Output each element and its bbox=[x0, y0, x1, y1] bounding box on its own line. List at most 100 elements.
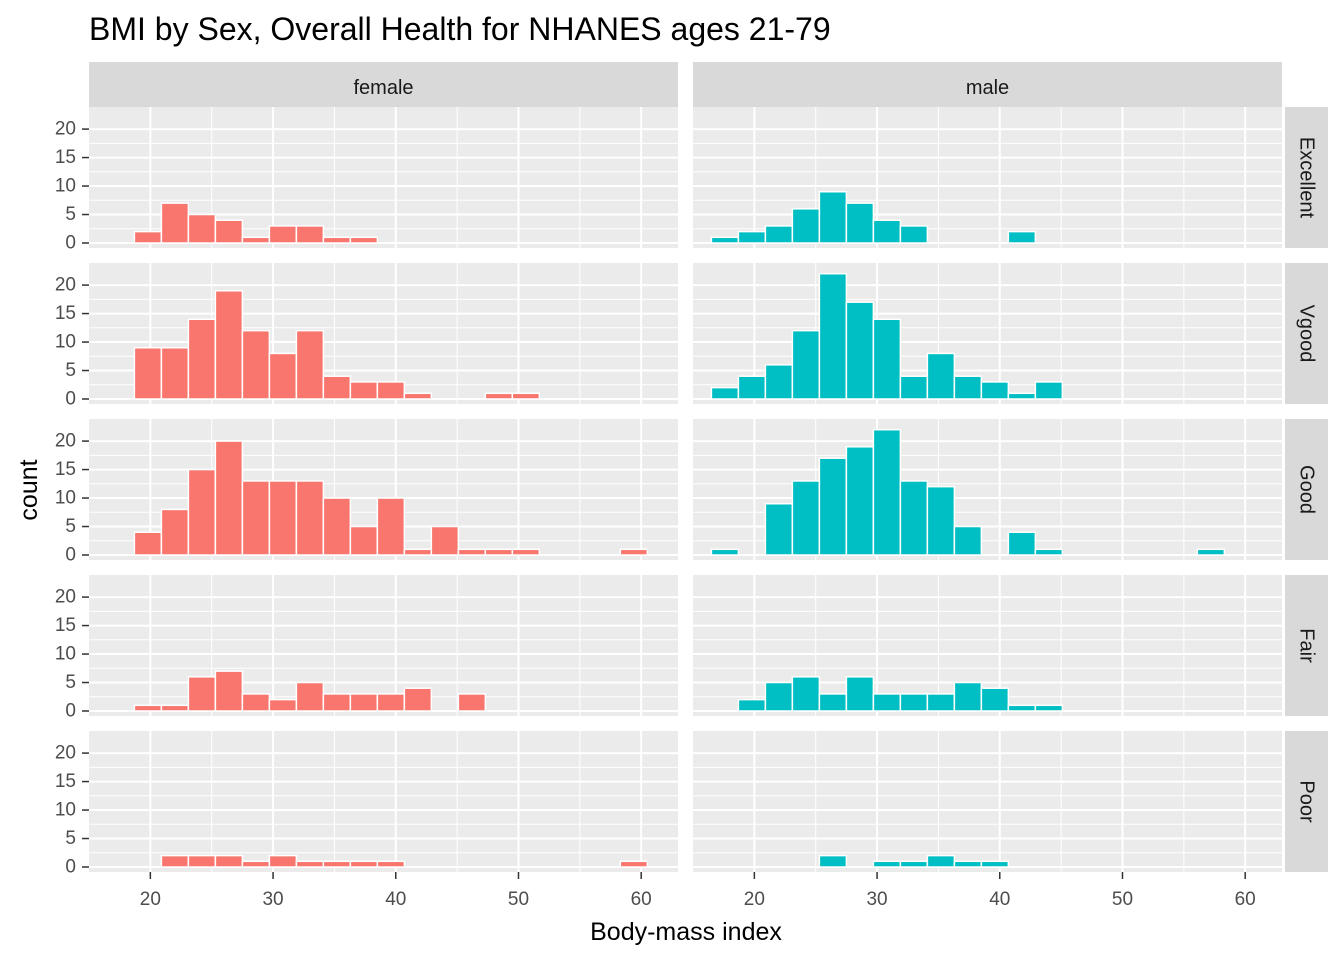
bar-female-excellent bbox=[241, 236, 271, 244]
bar-male-fair bbox=[899, 693, 929, 712]
y-tick-label: 15 bbox=[55, 147, 76, 168]
bar-female-good bbox=[511, 548, 541, 556]
y-tick-label: 10 bbox=[55, 800, 76, 821]
x-tick-label: 20 bbox=[140, 889, 161, 910]
bar-male-poor bbox=[953, 860, 983, 868]
strip-label-female: female bbox=[353, 77, 413, 99]
bar-female-vgood bbox=[268, 352, 298, 400]
y-tick-label: 0 bbox=[65, 701, 76, 722]
strip-label-fair: Fair bbox=[1296, 628, 1318, 663]
strip-label-good: Good bbox=[1296, 465, 1318, 514]
bar-female-good bbox=[403, 548, 433, 556]
strip-poor bbox=[1285, 731, 1328, 872]
bar-female-poor bbox=[619, 860, 649, 868]
bar-female-good bbox=[430, 525, 460, 556]
bar-male-fair bbox=[818, 693, 848, 712]
strip-female bbox=[89, 62, 678, 107]
bar-male-good bbox=[818, 457, 848, 556]
bar-male-good bbox=[791, 480, 821, 556]
bar-female-excellent bbox=[133, 230, 163, 244]
bar-female-poor bbox=[160, 854, 190, 868]
y-tick-label: 5 bbox=[65, 672, 76, 693]
bar-male-vgood bbox=[899, 375, 929, 400]
y-tick-label: 20 bbox=[55, 119, 76, 140]
bar-male-excellent bbox=[899, 225, 929, 244]
bar-male-fair bbox=[764, 681, 794, 712]
bar-male-fair bbox=[926, 693, 956, 712]
bar-female-excellent bbox=[349, 236, 379, 244]
bar-female-poor bbox=[295, 860, 325, 868]
bar-female-excellent bbox=[214, 219, 244, 244]
bar-female-fair bbox=[349, 693, 379, 712]
bar-male-good bbox=[1196, 548, 1226, 556]
bar-female-vgood bbox=[376, 381, 406, 400]
bar-female-poor bbox=[376, 860, 406, 868]
bar-female-good bbox=[322, 497, 352, 556]
bar-male-good bbox=[953, 525, 983, 556]
y-tick-label: 0 bbox=[65, 857, 76, 878]
bar-female-fair bbox=[187, 676, 217, 712]
bar-female-vgood bbox=[511, 392, 541, 400]
bar-male-excellent bbox=[1007, 230, 1037, 244]
bar-female-fair bbox=[268, 698, 298, 712]
bar-male-poor bbox=[899, 860, 929, 868]
bar-male-vgood bbox=[953, 375, 983, 400]
bar-male-fair bbox=[791, 676, 821, 712]
bar-male-poor bbox=[926, 854, 956, 868]
bar-female-excellent bbox=[295, 225, 325, 244]
bar-male-good bbox=[710, 548, 740, 556]
bar-female-poor bbox=[268, 854, 298, 868]
bar-female-vgood bbox=[133, 346, 163, 400]
y-tick-label: 15 bbox=[55, 303, 76, 324]
bar-male-vgood bbox=[710, 386, 740, 400]
strip-label-excellent: Excellent bbox=[1296, 137, 1318, 219]
y-tick-label: 5 bbox=[65, 828, 76, 849]
bar-female-fair bbox=[214, 670, 244, 712]
bar-male-good bbox=[872, 428, 902, 556]
bar-male-poor bbox=[818, 854, 848, 868]
bar-female-vgood bbox=[403, 392, 433, 400]
bar-female-vgood bbox=[484, 392, 514, 400]
y-tick-label: 10 bbox=[55, 488, 76, 509]
strip-good bbox=[1285, 419, 1328, 560]
bar-male-excellent bbox=[818, 190, 848, 244]
bar-male-vgood bbox=[926, 352, 956, 400]
y-tick-label: 20 bbox=[55, 275, 76, 296]
bar-female-good bbox=[349, 525, 379, 556]
bar-female-good bbox=[268, 480, 298, 556]
y-tick-label: 20 bbox=[55, 431, 76, 452]
bar-female-excellent bbox=[322, 236, 352, 244]
bar-male-fair bbox=[1034, 704, 1064, 712]
bar-male-fair bbox=[872, 693, 902, 712]
strip-male bbox=[693, 62, 1282, 107]
bar-female-excellent bbox=[268, 225, 298, 244]
panels-layer: female male Excellent Vgood Good Fair Poor 0 5 10… bbox=[55, 62, 1328, 910]
bar-female-fair bbox=[241, 693, 271, 712]
bar-female-fair bbox=[322, 693, 352, 712]
y-tick-label: 0 bbox=[65, 233, 76, 254]
bar-male-fair bbox=[980, 687, 1010, 712]
bar-female-good bbox=[160, 508, 190, 556]
bar-female-vgood bbox=[295, 329, 325, 400]
bar-female-good bbox=[214, 440, 244, 556]
bar-female-fair bbox=[133, 704, 163, 712]
bar-female-poor bbox=[322, 860, 352, 868]
bar-male-good bbox=[845, 446, 875, 556]
bar-male-good bbox=[1007, 531, 1037, 556]
bar-female-poor bbox=[349, 860, 379, 868]
bar-male-vgood bbox=[737, 375, 767, 400]
strip-label-vgood: Vgood bbox=[1296, 305, 1318, 363]
bar-female-poor bbox=[214, 854, 244, 868]
x-tick-label: 30 bbox=[262, 889, 283, 910]
bar-male-excellent bbox=[737, 230, 767, 244]
bar-female-excellent bbox=[187, 213, 217, 244]
bar-female-poor bbox=[241, 860, 271, 868]
strip-vgood bbox=[1285, 263, 1328, 404]
bar-male-good bbox=[899, 480, 929, 556]
y-tick-label: 15 bbox=[55, 459, 76, 480]
bar-female-good bbox=[187, 468, 217, 556]
bar-male-fair bbox=[845, 676, 875, 712]
x-tick-label: 40 bbox=[385, 889, 406, 910]
bar-male-excellent bbox=[791, 208, 821, 244]
